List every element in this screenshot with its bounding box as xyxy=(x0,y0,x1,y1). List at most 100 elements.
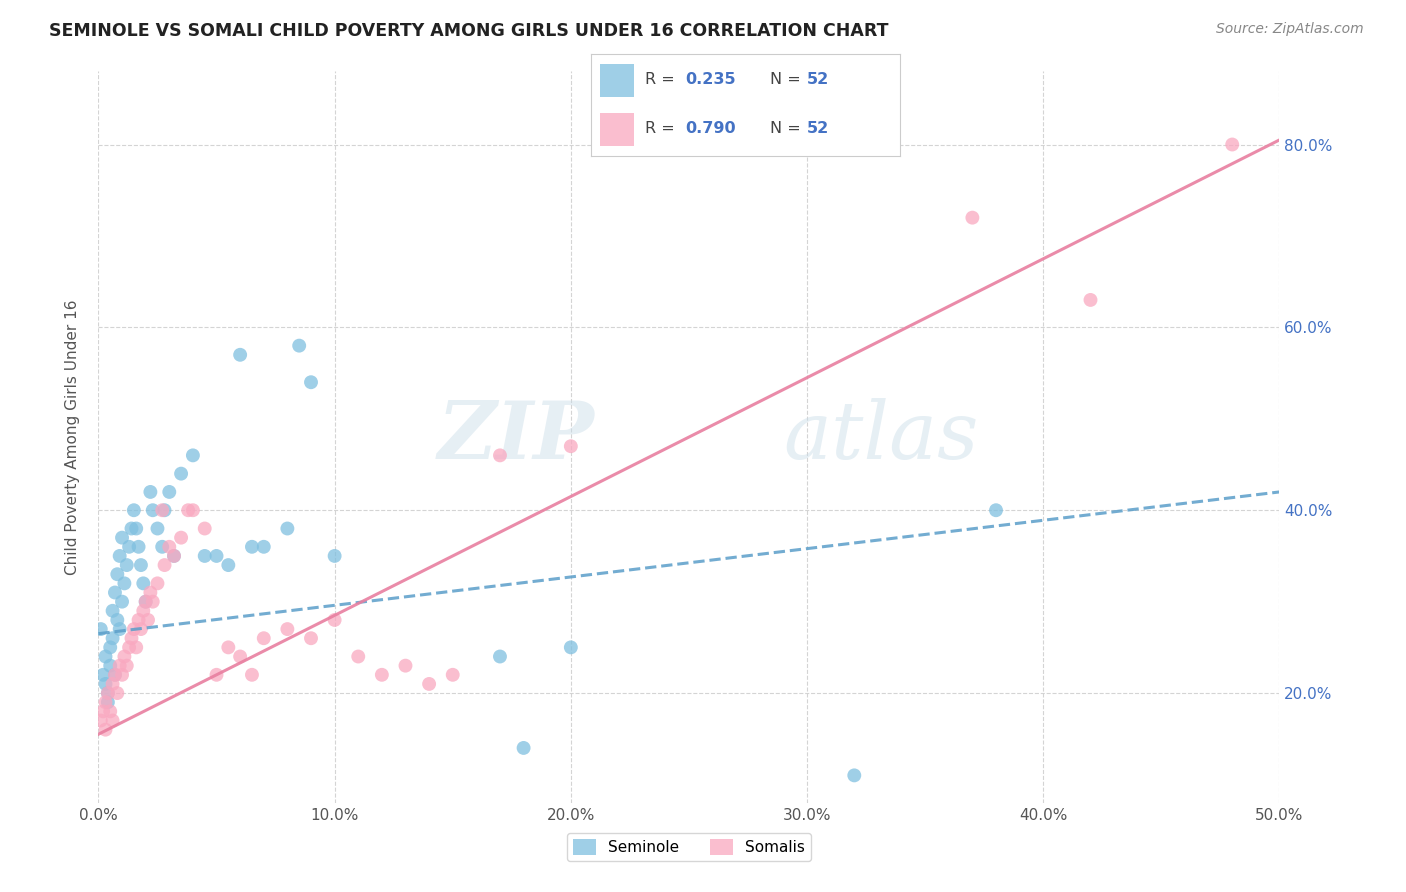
Text: 0.235: 0.235 xyxy=(685,72,735,87)
Point xyxy=(253,540,276,554)
Point xyxy=(135,594,157,608)
Point xyxy=(132,576,155,591)
Text: R =: R = xyxy=(644,72,679,87)
Point xyxy=(560,439,582,453)
Point xyxy=(136,613,159,627)
Point xyxy=(122,503,145,517)
Point xyxy=(91,667,114,681)
Text: N =: N = xyxy=(770,72,806,87)
Point xyxy=(157,540,180,554)
Point xyxy=(150,540,173,554)
Point xyxy=(94,723,117,737)
Text: N =: N = xyxy=(770,121,806,136)
Point xyxy=(229,348,252,362)
Point xyxy=(142,594,165,608)
Point xyxy=(94,649,117,664)
Point xyxy=(101,604,124,618)
Point xyxy=(205,667,228,681)
Point xyxy=(121,521,143,535)
Point xyxy=(181,448,204,462)
Point xyxy=(111,667,134,681)
Point xyxy=(153,503,176,517)
Point xyxy=(128,613,150,627)
Point xyxy=(194,549,217,563)
Point xyxy=(181,503,204,517)
Point xyxy=(122,622,145,636)
Point xyxy=(276,521,298,535)
Point xyxy=(146,576,169,591)
Point xyxy=(299,375,322,389)
Point xyxy=(108,658,131,673)
Legend: Seminole, Somalis: Seminole, Somalis xyxy=(567,833,811,861)
Point xyxy=(105,567,128,582)
Point xyxy=(97,695,120,709)
Point xyxy=(489,649,512,664)
Point xyxy=(240,540,263,554)
Point xyxy=(101,632,124,646)
Point xyxy=(157,485,180,500)
Point xyxy=(844,768,866,782)
Point xyxy=(194,521,217,535)
Point xyxy=(489,448,512,462)
Point xyxy=(104,585,127,599)
Text: SEMINOLE VS SOMALI CHILD POVERTY AMONG GIRLS UNDER 16 CORRELATION CHART: SEMINOLE VS SOMALI CHILD POVERTY AMONG G… xyxy=(49,22,889,40)
Point xyxy=(135,594,157,608)
Point xyxy=(177,503,200,517)
Point xyxy=(394,658,416,673)
Point xyxy=(1220,137,1243,152)
Point xyxy=(418,677,440,691)
Point xyxy=(101,714,124,728)
Point xyxy=(98,658,121,673)
Point xyxy=(512,740,534,755)
Point xyxy=(90,622,112,636)
Point xyxy=(347,649,370,664)
Point xyxy=(205,549,228,563)
Point xyxy=(111,531,134,545)
Point xyxy=(90,714,112,728)
Point xyxy=(288,339,311,353)
Point xyxy=(112,649,135,664)
Text: 52: 52 xyxy=(807,72,830,87)
FancyBboxPatch shape xyxy=(600,64,634,96)
Point xyxy=(101,677,124,691)
Point xyxy=(105,613,128,627)
Text: Source: ZipAtlas.com: Source: ZipAtlas.com xyxy=(1216,22,1364,37)
Point xyxy=(962,211,984,225)
Point xyxy=(323,613,346,627)
Point xyxy=(118,540,141,554)
FancyBboxPatch shape xyxy=(600,113,634,145)
Point xyxy=(129,622,152,636)
Point xyxy=(1080,293,1102,307)
Text: R =: R = xyxy=(644,121,679,136)
Point xyxy=(108,622,131,636)
Point xyxy=(323,549,346,563)
Point xyxy=(132,604,155,618)
Point xyxy=(217,640,239,655)
Point xyxy=(229,649,252,664)
Point xyxy=(163,549,186,563)
Point xyxy=(142,503,165,517)
Point xyxy=(276,622,298,636)
Point xyxy=(121,632,143,646)
Point xyxy=(98,705,121,719)
Point xyxy=(139,485,162,500)
Point xyxy=(170,531,193,545)
Point xyxy=(170,467,193,481)
Text: atlas: atlas xyxy=(783,399,979,475)
Point xyxy=(153,558,176,573)
Point xyxy=(115,658,138,673)
Text: ZIP: ZIP xyxy=(437,399,595,475)
Point xyxy=(104,667,127,681)
Point xyxy=(163,549,186,563)
Point xyxy=(111,594,134,608)
Point xyxy=(94,695,117,709)
Point xyxy=(105,686,128,700)
Point xyxy=(112,576,135,591)
Point xyxy=(125,640,148,655)
Point xyxy=(146,521,169,535)
Point xyxy=(560,640,582,655)
Point xyxy=(150,503,173,517)
Point xyxy=(98,640,121,655)
Point xyxy=(94,677,117,691)
Text: 0.790: 0.790 xyxy=(685,121,735,136)
